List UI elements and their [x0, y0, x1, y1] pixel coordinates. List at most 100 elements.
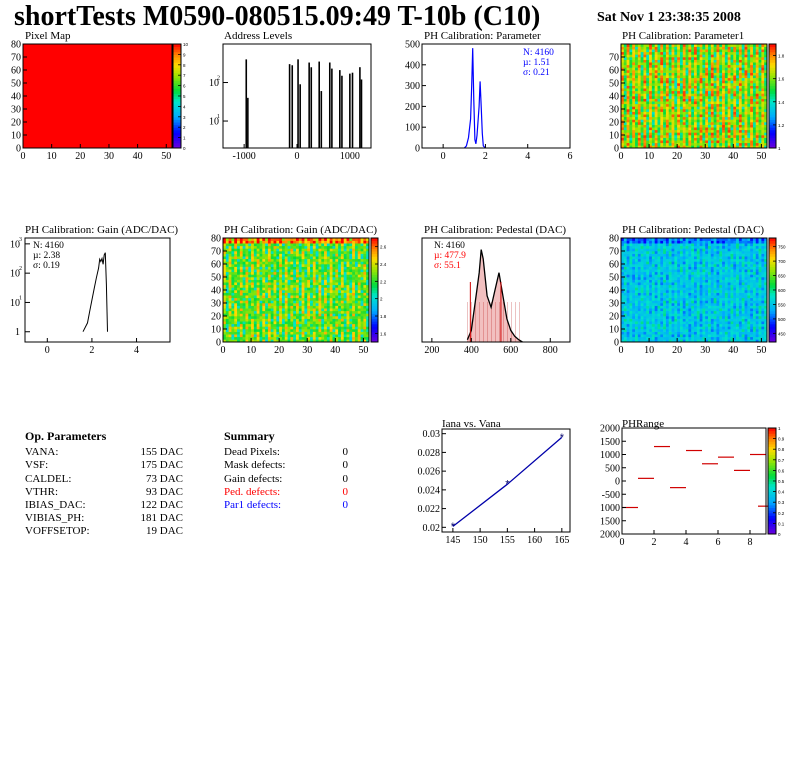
ph-parameter1-cell [713, 96, 717, 99]
gain-map-colorbar-label: 2.2 [380, 279, 387, 284]
ph-parameter1-color-cell [769, 46, 776, 50]
ph-parameter-panel[interactable]: PH Calibration: Parameter 0 2 4 6 0 100 200 300… [400, 30, 600, 162]
gain-map-cell [223, 245, 227, 249]
ph-parameter1-cell [685, 57, 689, 60]
gain-map-cell [315, 248, 319, 252]
ph-parameter1-cell [637, 122, 641, 125]
gain-map-cell [253, 300, 257, 304]
pixel-map-panel[interactable]: Pixel Map 0 10 20 30 40 50 0 10 20 30 40 50 60 70 80 0 1… [0, 30, 200, 162]
gain-map-cell [349, 292, 353, 296]
ph-parameter1-cell [696, 114, 700, 118]
gain-map-cell [279, 238, 283, 241]
pixel-map-color-cell [173, 46, 181, 50]
gain-map-cell [352, 274, 356, 278]
gain-map-cell [307, 329, 311, 332]
ph-parameter1-cell [640, 85, 644, 89]
pedestal-map-cell [640, 245, 644, 249]
gain-map-cell [256, 274, 260, 278]
ph-parameter1-cell [632, 132, 636, 136]
gain-map-cell [346, 243, 350, 247]
gain-map-cell [304, 277, 308, 280]
ph-parameter1-cell [654, 88, 658, 92]
pixel-map-colorbar-label: 4 [183, 104, 186, 109]
pixel-map-color-cell [173, 111, 181, 115]
gain-map-cell [287, 313, 291, 317]
gain-map-cell [287, 271, 291, 275]
gain-map-cell [332, 238, 336, 241]
ph-parameter1-cell [646, 83, 650, 86]
ph-parameter1-cell [677, 140, 681, 144]
gain-map-cell [349, 264, 353, 267]
ph-parameter1-cell [654, 96, 658, 99]
gain-map-cell [259, 292, 263, 296]
ph-parameter1-cell [629, 51, 633, 55]
gain-map-cell [298, 305, 302, 309]
gain-map-cell [318, 269, 322, 273]
ph-parameter1-cell [649, 137, 653, 141]
gain-map-cell [223, 331, 227, 335]
gain-map-cell [259, 261, 263, 265]
ph-parameter1-panel[interactable]: PH Calibration: Parameter1 0 10 20 30 40 50 0 1… [598, 30, 796, 162]
pedestal-map-cell [626, 316, 630, 319]
ph-parameter1-cell [640, 59, 644, 63]
gain-map-cell [349, 284, 353, 288]
ph-parameter1-cell [738, 67, 743, 71]
gain-map-cell [312, 240, 316, 244]
ph-parameter1-cell [682, 75, 686, 79]
timestamp: Sat Nov 1 23:38:35 2008 [597, 10, 741, 25]
ph-parameter1-cell [649, 129, 653, 133]
gain-map-cell [335, 321, 339, 325]
gain-map-cell [223, 295, 227, 299]
ph-parameter1-cell [713, 122, 717, 125]
pedestal-map-panel[interactable]: PH Calibration: Pedestal (DAC) 0 10 20 30 40… [598, 224, 796, 356]
gain-map-cell [357, 264, 361, 267]
ph-parameter1-cell [682, 85, 686, 89]
pedestal-map-cell [649, 240, 653, 244]
gain-map-cell [360, 261, 364, 265]
gain-histogram-panel[interactable]: PH Calibration: Gain (ADC/DAC) 0 2 4 1 10 1 10… [0, 224, 200, 356]
gain-map-cell [248, 245, 252, 249]
ph-parameter1-cell [744, 64, 748, 68]
gain-map-cell [307, 279, 311, 283]
gain-map-cell [332, 331, 336, 335]
pedestal-map-cell [635, 321, 639, 325]
gain-map-cell [245, 261, 249, 265]
ph-parameter1-cell [699, 122, 703, 125]
ph-parameter1-cell [747, 101, 751, 105]
gain-map-cell [346, 269, 350, 273]
ph-parameter1-cell [694, 51, 698, 55]
ph-parameter1-cell [699, 67, 703, 71]
gain-map-panel[interactable]: PH Calibration: Gain (ADC/DAC) 0 10 20 30 40… [200, 224, 400, 356]
address-levels-panel[interactable]: Address Levels -1000 0 1000 10 1 10 2 [200, 30, 400, 162]
ph-parameter1-cell [741, 70, 745, 73]
ph-parameter1-cell [682, 46, 686, 50]
gain-map-cell [267, 297, 272, 301]
gain-map-cell [346, 292, 350, 296]
ph-parameter1-cell [688, 83, 692, 86]
ph-parameter1-cell [665, 114, 670, 118]
ph-parameter1-cell [755, 67, 759, 71]
ph-parameter1-cell [674, 62, 678, 66]
gain-map-cell [253, 282, 257, 286]
pedestal-histogram-stat: N: 4160 [434, 241, 465, 251]
pedestal-map-cell [649, 269, 653, 273]
ph-parameter1-cell [719, 46, 723, 50]
pixel-map-color-cell [173, 106, 181, 110]
ph-parameter1-cell [747, 85, 751, 89]
ph-parameter1-colorbar-label: 1.4 [778, 100, 785, 105]
ph-parameter1-cell [637, 90, 641, 94]
ph-parameter1-cell [663, 132, 667, 136]
gain-map-cell [354, 284, 359, 288]
gain-map-cell [360, 290, 364, 293]
ph-parameter1-cell [705, 103, 709, 107]
gain-map-cell [340, 339, 345, 343]
pedestal-histogram-panel[interactable]: PH Calibration: Pedestal (DAC) 200 400 600… [400, 224, 600, 356]
gain-map-cell [287, 339, 291, 343]
pedestal-map-cell [635, 316, 639, 319]
ph-parameter1-cell [727, 57, 731, 60]
gain-map-color-cell [371, 253, 378, 257]
gain-map-cell [239, 300, 243, 304]
ph-parameter1-cell [708, 44, 712, 47]
ph-parameter1-cell [708, 135, 712, 138]
gain-map-cell [245, 334, 249, 338]
